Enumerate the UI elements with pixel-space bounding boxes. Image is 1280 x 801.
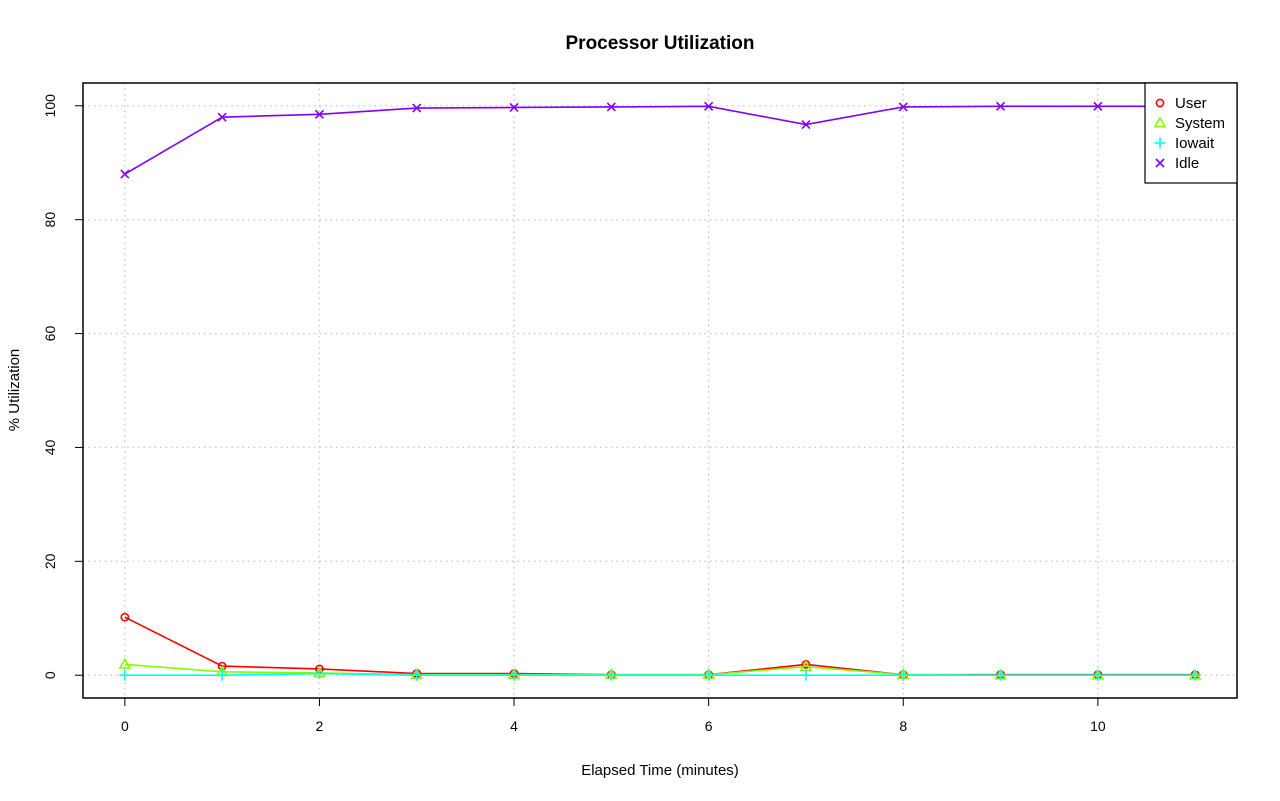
x-tick-label: 0 — [121, 718, 129, 734]
data-point-system — [118, 657, 132, 669]
series-line-iowait — [124, 672, 1196, 677]
data-point-idle — [704, 101, 714, 111]
x-tick-label: 6 — [705, 718, 713, 734]
series-lines — [124, 105, 1196, 677]
y-tick-label: 60 — [42, 326, 58, 342]
y-tick-label: 20 — [42, 553, 58, 569]
data-point-iowait — [411, 669, 423, 681]
series-markers — [118, 101, 1202, 681]
data-point-idle — [995, 101, 1006, 111]
y-axis: 0 20 40 60 80 100 — [42, 94, 83, 679]
data-point-idle — [509, 102, 519, 113]
data-point-idle — [606, 102, 616, 112]
data-point-iowait — [119, 669, 131, 681]
data-point-iowait — [313, 668, 325, 680]
x-tick-label: 4 — [510, 718, 518, 734]
legend-label-iowait: Iowait — [1175, 135, 1215, 152]
x-axis: 0 2 4 6 8 10 — [121, 698, 1106, 734]
data-point-idle — [1093, 101, 1103, 111]
legend-marker-iowait — [1154, 137, 1166, 149]
y-tick-label: 40 — [42, 439, 58, 455]
x-tick-label: 10 — [1090, 718, 1106, 734]
legend-marker-system — [1153, 116, 1167, 128]
legend-marker-user — [1155, 98, 1165, 108]
legend-label-idle: Idle — [1175, 155, 1199, 172]
x-tick-label: 8 — [899, 718, 907, 734]
data-point-iowait — [995, 669, 1007, 681]
data-point-user — [120, 612, 130, 622]
plot-frame — [82, 82, 1238, 699]
series-line-idle — [124, 105, 1196, 175]
data-point-idle — [120, 169, 130, 179]
data-point-idle — [898, 102, 908, 112]
series-line-user — [124, 616, 1196, 676]
data-point-idle — [314, 109, 325, 119]
data-point-iowait — [1189, 669, 1201, 681]
data-point-idle — [412, 103, 422, 113]
data-point-iowait — [703, 669, 715, 681]
y-tick-label: 0 — [42, 671, 58, 679]
data-point-iowait — [800, 669, 812, 681]
data-point-iowait — [605, 669, 617, 681]
data-point-idle — [801, 120, 811, 130]
y-axis-label: % Utilization — [6, 349, 23, 432]
grid-lines — [83, 83, 1237, 698]
legend-label-system: System — [1175, 115, 1225, 132]
chart-title: Processor Utilization — [566, 33, 755, 54]
y-tick-label: 100 — [42, 94, 58, 118]
legend-marker-idle — [1155, 158, 1165, 168]
data-point-iowait — [1092, 669, 1104, 681]
x-tick-label: 2 — [316, 718, 324, 734]
data-point-iowait — [508, 669, 520, 681]
legend: User System Iowait Idle — [1144, 82, 1238, 184]
data-point-user — [217, 661, 227, 671]
data-point-idle — [217, 112, 227, 122]
data-point-iowait — [897, 669, 909, 681]
y-tick-label: 80 — [42, 212, 58, 228]
data-point-iowait — [216, 669, 228, 681]
x-axis-label: Elapsed Time (minutes) — [581, 762, 739, 779]
legend-label-user: User — [1175, 95, 1207, 112]
